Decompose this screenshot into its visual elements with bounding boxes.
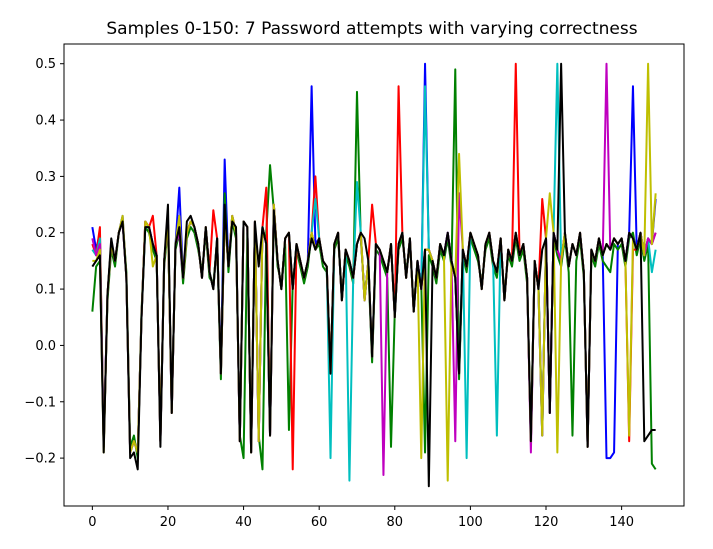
x-tick-label: 20: [160, 515, 177, 530]
x-axis: 0 20 40 60 80 100 120 140: [88, 506, 634, 530]
y-axis: −0.2 −0.1 0.0 0.1 0.2 0.3 0.4 0.5: [24, 57, 64, 467]
series-line-7: [91, 62, 656, 488]
y-tick-label: −0.2: [24, 452, 56, 467]
x-tick-label: 80: [387, 515, 404, 530]
y-tick-label: 0.5: [35, 57, 56, 72]
x-tick-label: 100: [458, 515, 483, 530]
y-tick-label: −0.1: [24, 395, 56, 410]
plot-frame: [63, 43, 685, 507]
y-tick-label: 0.0: [35, 339, 56, 354]
x-tick-label: 120: [534, 515, 559, 530]
x-tick-label: 140: [609, 515, 634, 530]
chart-title: Samples 0-150: 7 Password attempts with …: [106, 19, 637, 39]
y-tick-label: 0.2: [35, 226, 56, 241]
y-tick-label: 0.3: [35, 170, 56, 185]
y-tick-label: 0.4: [35, 114, 56, 129]
y-tick-label: 0.1: [35, 283, 56, 298]
x-tick-label: 0: [88, 515, 96, 530]
series-layer: [91, 62, 657, 488]
x-tick-label: 40: [235, 515, 252, 530]
x-tick-label: 60: [311, 515, 328, 530]
